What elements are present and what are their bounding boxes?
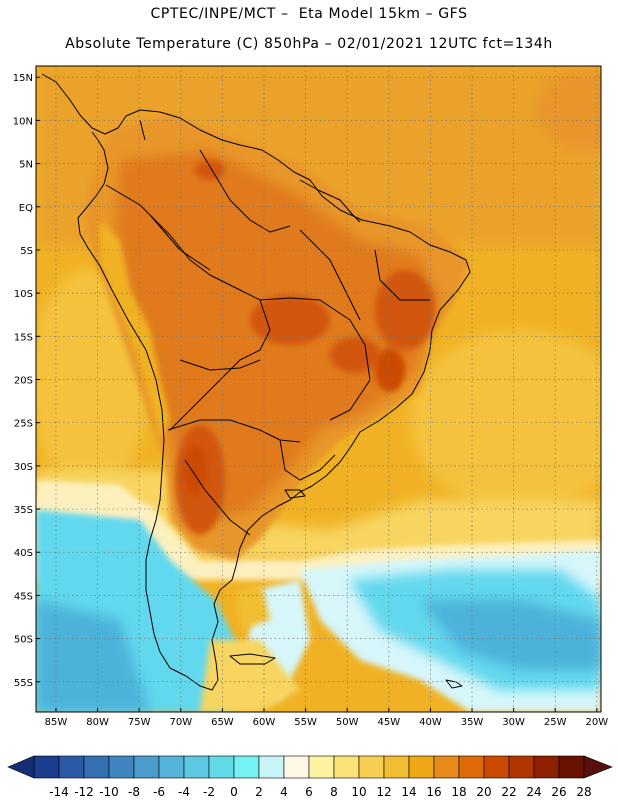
colorbar-swatch xyxy=(358,755,385,779)
colorbar-label: 20 xyxy=(476,785,491,799)
colorbar-label: 28 xyxy=(576,785,591,799)
colorbar-label: 4 xyxy=(280,785,288,799)
colorbar-label: -8 xyxy=(128,785,140,799)
colorbar-swatch xyxy=(533,755,560,779)
colorbar-label: 12 xyxy=(376,785,391,799)
lon-label: 50W xyxy=(336,717,359,728)
map-frame xyxy=(35,65,602,713)
lon-label: 25W xyxy=(544,717,567,728)
colorbar-swatch xyxy=(408,755,435,779)
lon-label: 55W xyxy=(294,717,317,728)
colorbar-label: 2 xyxy=(255,785,263,799)
colorbar-label: -6 xyxy=(153,785,165,799)
lat-label: EQ xyxy=(19,203,33,214)
colorbar-swatch xyxy=(283,755,310,779)
colorbar-label: -14 xyxy=(49,785,69,799)
lon-label: 35W xyxy=(461,717,484,728)
colorbar-low-arrow xyxy=(7,755,35,779)
lat-label: 10S xyxy=(14,289,33,300)
colorbar-label: 14 xyxy=(401,785,416,799)
longitude-labels: 85W 80W 75W 70W 65W 60W 55W 50W 45W 40W 35W 30W 25W 2… xyxy=(45,708,609,728)
colorbar-swatch xyxy=(183,755,210,779)
colorbar-label: 6 xyxy=(305,785,313,799)
lat-label: 20S xyxy=(14,376,33,387)
colorbar-label: 0 xyxy=(230,785,238,799)
colorbar-swatch xyxy=(458,755,485,779)
lat-label: 35S xyxy=(14,505,33,516)
lat-label: 30S xyxy=(14,462,33,473)
lon-label: 70W xyxy=(169,717,192,728)
colorbar-label: 26 xyxy=(551,785,566,799)
title-line-1: CPTEC/INPE/MCT – Eta Model 15km – GFS xyxy=(150,6,468,22)
colorbar-swatch xyxy=(208,755,235,779)
latitude-labels: 15N 10N 5N EQ 5S 10S 15S 20S 25S 30S 35S 40S 45S 50S 5… xyxy=(13,73,40,689)
lat-label: 55S xyxy=(14,678,33,689)
colorbar-swatch xyxy=(233,755,260,779)
colorbar-swatch xyxy=(483,755,510,779)
lon-label: 65W xyxy=(211,717,234,728)
colorbar-swatch xyxy=(58,755,85,779)
colorbar-label: 16 xyxy=(426,785,441,799)
colorbar-label: -12 xyxy=(74,785,94,799)
lon-label: 85W xyxy=(45,717,68,728)
colorbar-label: 8 xyxy=(330,785,338,799)
colorbar-label: -10 xyxy=(99,785,119,799)
colorbar-high-arrow xyxy=(583,755,613,779)
colorbar-swatch xyxy=(558,755,585,779)
coastlines xyxy=(41,73,471,691)
lat-label: 5S xyxy=(20,246,33,257)
colorbar-swatch xyxy=(133,755,160,779)
temperature-field xyxy=(36,66,601,712)
colorbar-swatch xyxy=(383,755,410,779)
colorbar-swatch xyxy=(158,755,185,779)
colorbar-swatch xyxy=(333,755,360,779)
lat-label: 25S xyxy=(14,419,33,430)
lon-label: 20W xyxy=(586,717,609,728)
lon-label: 75W xyxy=(128,717,151,728)
lon-label: 30W xyxy=(502,717,525,728)
lon-label: 60W xyxy=(253,717,276,728)
lat-label: 15N xyxy=(13,73,33,84)
colorbar-label: -4 xyxy=(178,785,190,799)
colorbar: -14 -12 -10 -8 -6 -4 -2 0 2 4 6 8 10 12 14 16 18 20 22 24 26… xyxy=(7,755,613,799)
lat-label: 50S xyxy=(14,635,33,646)
lat-label: 5N xyxy=(19,160,33,171)
colorbar-swatch xyxy=(258,755,285,779)
colorbar-swatch xyxy=(508,755,535,779)
lon-label: 45W xyxy=(378,717,401,728)
lon-label: 40W xyxy=(419,717,442,728)
lat-label: 40S xyxy=(14,548,33,559)
colorbar-swatch xyxy=(308,755,335,779)
colorbar-label: 10 xyxy=(351,785,366,799)
colorbar-swatch xyxy=(433,755,460,779)
lon-label: 80W xyxy=(86,717,109,728)
colorbar-swatch xyxy=(83,755,110,779)
lat-label: 45S xyxy=(14,591,33,602)
colorbar-label: 24 xyxy=(526,785,541,799)
colorbar-label: 18 xyxy=(451,785,466,799)
title-line-2: Absolute Temperature (C) 850hPa – 02/01/… xyxy=(65,36,553,52)
colorbar-swatch xyxy=(33,755,60,779)
colorbar-label: 22 xyxy=(501,785,516,799)
colorbar-label: -2 xyxy=(203,785,215,799)
colorbar-swatch xyxy=(108,755,135,779)
lat-label: 15S xyxy=(14,332,33,343)
lat-label: 10N xyxy=(13,116,33,127)
